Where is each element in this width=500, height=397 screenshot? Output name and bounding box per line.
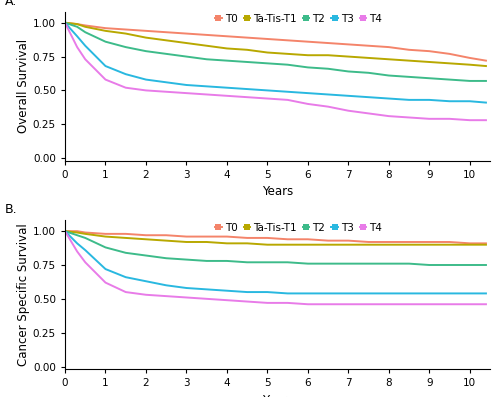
- X-axis label: Years: Years: [262, 185, 293, 198]
- Legend: T0, Ta-Tis-T1, T2, T3, T4: T0, Ta-Tis-T1, T2, T3, T4: [216, 14, 382, 24]
- Legend: T0, Ta-Tis-T1, T2, T3, T4: T0, Ta-Tis-T1, T2, T3, T4: [216, 223, 382, 233]
- Y-axis label: Overall Survival: Overall Survival: [17, 39, 30, 133]
- Text: A.: A.: [5, 0, 17, 8]
- Text: B.: B.: [5, 203, 18, 216]
- X-axis label: Years: Years: [262, 394, 293, 397]
- Y-axis label: Cancer Specific Survival: Cancer Specific Survival: [17, 224, 30, 366]
